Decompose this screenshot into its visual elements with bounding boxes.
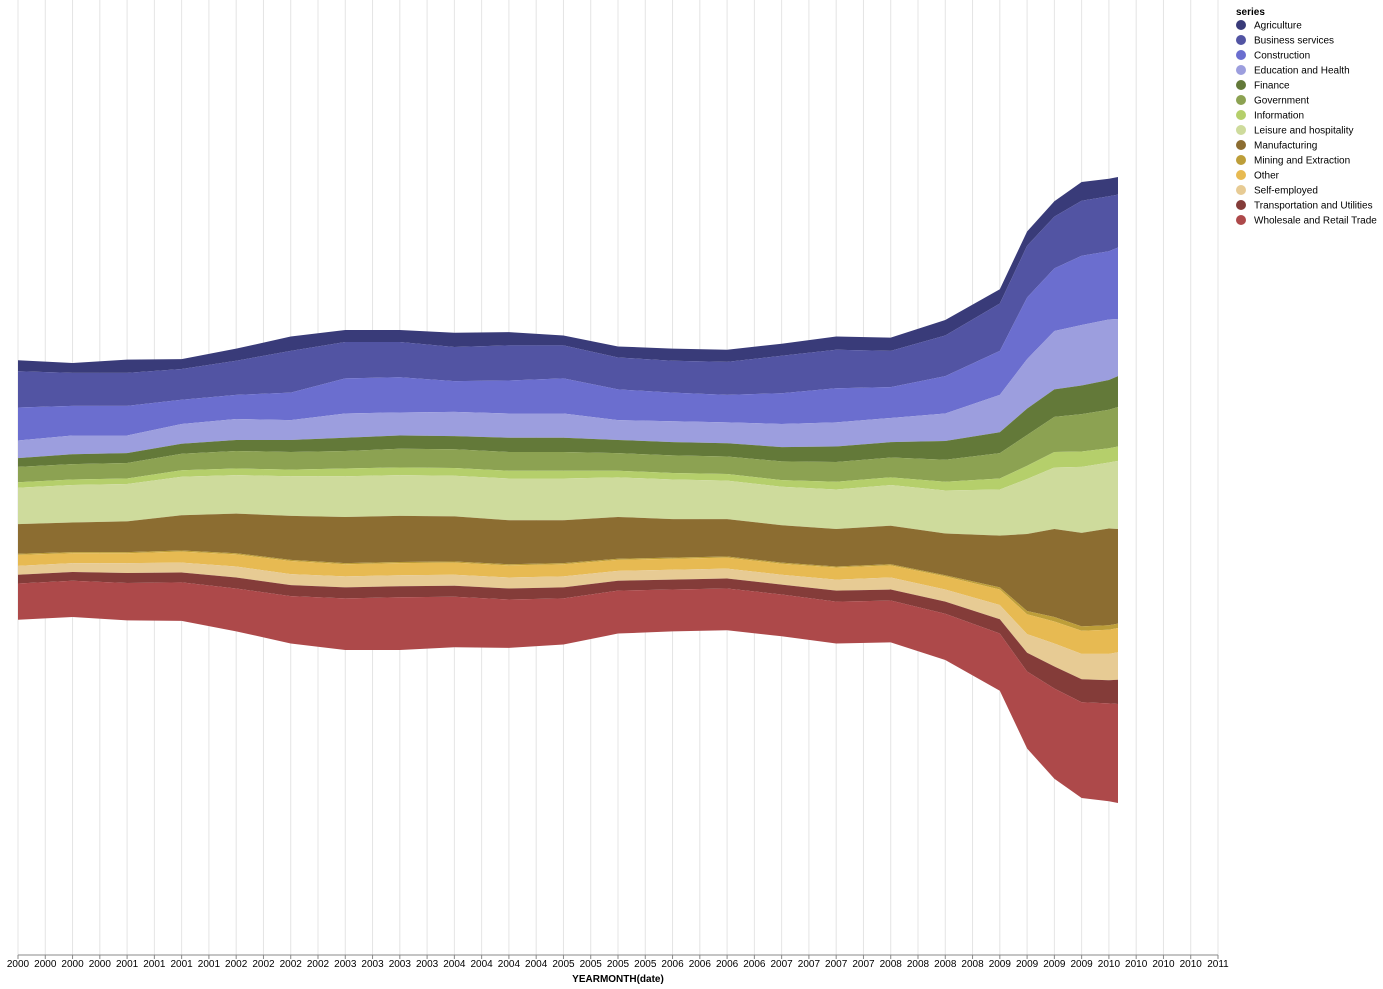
x-tick-label: 2010 xyxy=(1098,959,1121,970)
area-layer-information xyxy=(18,446,1118,491)
legend-label: Education and Health xyxy=(1254,66,1350,77)
area-layer-finance xyxy=(18,376,1118,467)
legend-swatch xyxy=(1236,35,1246,45)
legend-swatch xyxy=(1236,20,1246,30)
legend: series Agriculture Business services Const… xyxy=(1236,7,1377,227)
legend-swatch xyxy=(1236,95,1246,105)
legend-title: series xyxy=(1236,7,1265,18)
x-tick-label: 2006 xyxy=(661,959,684,970)
area-layer-education-and-health xyxy=(18,318,1118,459)
legend-swatch xyxy=(1236,170,1246,180)
x-tick-label: 2000 xyxy=(89,959,112,970)
x-tick-label: 2001 xyxy=(116,959,139,970)
x-tick-label: 2008 xyxy=(880,959,903,970)
x-tick-label: 2002 xyxy=(252,959,275,970)
x-tick-label: 2004 xyxy=(498,959,521,970)
x-tick-label: 2007 xyxy=(825,959,848,970)
x-tick-label: 2004 xyxy=(471,959,494,970)
legend-label: Finance xyxy=(1254,81,1290,92)
x-tick-label: 2011 xyxy=(1207,959,1229,970)
x-tick-label: 2000 xyxy=(34,959,57,970)
x-axis-tick-labels: 2000 2000 2000 2000 2001 2001 2001 2001 2002 2002… xyxy=(7,955,1229,970)
x-tick-label: 2008 xyxy=(907,959,930,970)
x-tick-label: 2005 xyxy=(634,959,657,970)
x-tick-label: 2008 xyxy=(934,959,957,970)
legend-swatch xyxy=(1236,80,1246,90)
x-tick-label: 2006 xyxy=(716,959,739,970)
x-tick-label: 2010 xyxy=(1152,959,1175,970)
area-layer-self-employed xyxy=(18,562,1118,681)
x-tick-label: 2006 xyxy=(743,959,766,970)
x-tick-label: 2009 xyxy=(1071,959,1094,970)
area-layer-manufacturing xyxy=(18,513,1118,627)
legend-swatch xyxy=(1236,200,1246,210)
legend-items: Agriculture Business services Construction… xyxy=(1236,20,1377,227)
x-tick-label: 2010 xyxy=(1125,959,1148,970)
legend-swatch xyxy=(1236,110,1246,120)
x-tick-label: 2003 xyxy=(334,959,357,970)
x-tick-label: 2007 xyxy=(852,959,875,970)
stream-layers xyxy=(18,177,1118,803)
legend-swatch xyxy=(1236,125,1246,135)
legend-swatch xyxy=(1236,215,1246,225)
legend-label: Agriculture xyxy=(1254,21,1302,32)
legend-swatch xyxy=(1236,50,1246,60)
x-tick-label: 2009 xyxy=(1016,959,1039,970)
x-tick-label: 2001 xyxy=(171,959,194,970)
x-tick-label: 2005 xyxy=(552,959,575,970)
area-layer-government xyxy=(18,406,1118,483)
x-tick-label: 2003 xyxy=(416,959,439,970)
legend-swatch xyxy=(1236,65,1246,75)
x-tick-label: 2002 xyxy=(280,959,303,970)
legend-swatch xyxy=(1236,185,1246,195)
legend-swatch xyxy=(1236,140,1246,150)
x-tick-label: 2007 xyxy=(771,959,794,970)
legend-label: Mining and Extraction xyxy=(1254,156,1350,167)
area-layer-other xyxy=(18,551,1118,654)
x-tick-label: 2003 xyxy=(389,959,412,970)
legend-label: Business services xyxy=(1254,36,1334,47)
x-tick-label: 2000 xyxy=(61,959,84,970)
x-tick-label: 2000 xyxy=(7,959,30,970)
area-layer-construction xyxy=(18,247,1118,441)
x-tick-label: 2001 xyxy=(198,959,221,970)
x-tick-label: 2002 xyxy=(307,959,330,970)
x-tick-label: 2007 xyxy=(798,959,821,970)
x-tick-label: 2009 xyxy=(1043,959,1066,970)
legend-label: Manufacturing xyxy=(1254,141,1317,152)
legend-label: Information xyxy=(1254,111,1304,122)
legend-label: Leisure and hospitality xyxy=(1254,126,1354,137)
x-tick-label: 2003 xyxy=(361,959,384,970)
x-tick-label: 2009 xyxy=(989,959,1012,970)
x-axis-title: YEARMONTH(date) xyxy=(572,974,664,985)
area-layer-leisure-and-hospitality xyxy=(18,460,1118,536)
x-tick-label: 2005 xyxy=(607,959,630,970)
x-tick-label: 2004 xyxy=(443,959,466,970)
x-tick-label: 2008 xyxy=(961,959,984,970)
x-tick-label: 2005 xyxy=(580,959,603,970)
x-tick-label: 2002 xyxy=(225,959,248,970)
legend-label: Self-employed xyxy=(1254,186,1318,197)
x-tick-label: 2004 xyxy=(525,959,548,970)
area-layer-wholesale-and-retail-trade xyxy=(18,580,1118,803)
legend-label: Construction xyxy=(1254,51,1310,62)
x-tick-label: 2006 xyxy=(689,959,712,970)
legend-swatch xyxy=(1236,155,1246,165)
legend-label: Wholesale and Retail Trade xyxy=(1254,216,1377,227)
legend-label: Other xyxy=(1254,171,1280,182)
x-tick-label: 2001 xyxy=(143,959,166,970)
legend-label: Transportation and Utilities xyxy=(1254,201,1373,212)
area-layer-business-services xyxy=(18,194,1118,408)
x-tick-label: 2010 xyxy=(1180,959,1203,970)
legend-label: Government xyxy=(1254,96,1309,107)
